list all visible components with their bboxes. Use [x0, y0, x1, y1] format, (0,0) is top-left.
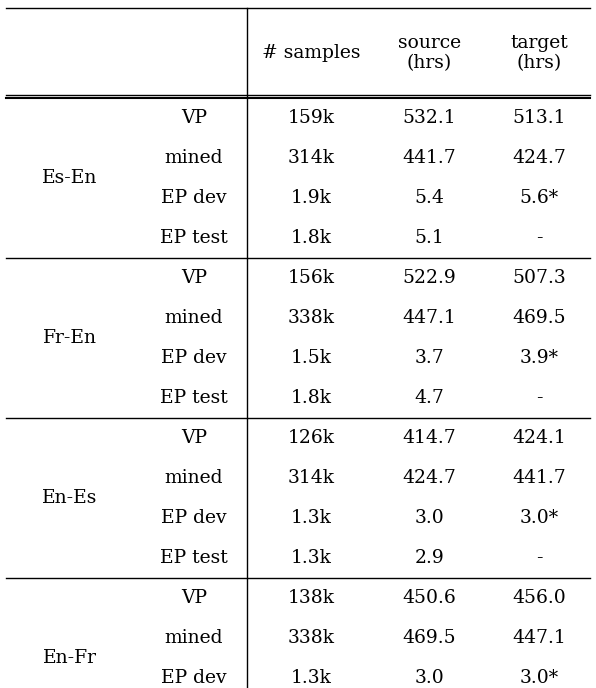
Text: 447.1: 447.1 [402, 309, 456, 327]
Text: EP dev: EP dev [161, 509, 226, 527]
Text: mined: mined [164, 469, 223, 487]
Text: mined: mined [164, 309, 223, 327]
Text: 469.5: 469.5 [402, 629, 456, 647]
Text: 338k: 338k [288, 309, 335, 327]
Text: 513.1: 513.1 [513, 109, 566, 127]
Text: 3.0: 3.0 [414, 669, 444, 687]
Text: 338k: 338k [288, 629, 335, 647]
Text: 1.8k: 1.8k [291, 389, 332, 407]
Text: EP test: EP test [160, 389, 228, 407]
Text: 3.0*: 3.0* [520, 669, 559, 687]
Text: VP: VP [181, 109, 207, 127]
Text: # samples: # samples [262, 44, 361, 62]
Text: 159k: 159k [288, 109, 335, 127]
Text: 424.1: 424.1 [513, 429, 566, 447]
Text: 441.7: 441.7 [513, 469, 566, 487]
Text: 1.9k: 1.9k [291, 189, 332, 207]
Text: EP dev: EP dev [161, 349, 226, 367]
Text: 414.7: 414.7 [402, 429, 456, 447]
Text: VP: VP [181, 269, 207, 287]
Text: 156k: 156k [288, 269, 335, 287]
Text: 5.4: 5.4 [414, 189, 444, 207]
Text: 469.5: 469.5 [513, 309, 566, 327]
Text: 507.3: 507.3 [513, 269, 566, 287]
Text: 447.1: 447.1 [513, 629, 566, 647]
Text: 1.3k: 1.3k [291, 509, 332, 527]
Text: EP test: EP test [160, 229, 228, 247]
Text: EP dev: EP dev [161, 189, 226, 207]
Text: 126k: 126k [288, 429, 335, 447]
Text: 424.7: 424.7 [513, 149, 566, 167]
Text: 4.7: 4.7 [414, 389, 444, 407]
Text: source
(hrs): source (hrs) [398, 34, 461, 72]
Text: Es-En: Es-En [42, 169, 98, 187]
Text: VP: VP [181, 589, 207, 607]
Text: 5.1: 5.1 [414, 229, 444, 247]
Text: EP dev: EP dev [161, 669, 226, 687]
Text: 1.5k: 1.5k [291, 349, 332, 367]
Text: 3.7: 3.7 [414, 349, 444, 367]
Text: 450.6: 450.6 [402, 589, 456, 607]
Text: En-Es: En-Es [42, 489, 98, 507]
Text: mined: mined [164, 629, 223, 647]
Text: 5.6*: 5.6* [520, 189, 559, 207]
Text: mined: mined [164, 149, 223, 167]
Text: 2.9: 2.9 [414, 549, 444, 567]
Text: 3.0: 3.0 [414, 509, 444, 527]
Text: 3.0*: 3.0* [520, 509, 559, 527]
Text: 441.7: 441.7 [402, 149, 456, 167]
Text: -: - [536, 229, 542, 247]
Text: EP test: EP test [160, 549, 228, 567]
Text: 1.3k: 1.3k [291, 669, 332, 687]
Text: 314k: 314k [288, 469, 335, 487]
Text: -: - [536, 549, 542, 567]
Text: En-Fr: En-Fr [43, 649, 97, 667]
Text: 1.3k: 1.3k [291, 549, 332, 567]
Text: -: - [536, 389, 542, 407]
Text: VP: VP [181, 429, 207, 447]
Text: 314k: 314k [288, 149, 335, 167]
Text: 456.0: 456.0 [513, 589, 566, 607]
Text: 3.9*: 3.9* [520, 349, 559, 367]
Text: 522.9: 522.9 [402, 269, 456, 287]
Text: 138k: 138k [288, 589, 335, 607]
Text: 424.7: 424.7 [402, 469, 456, 487]
Text: Fr-En: Fr-En [43, 329, 97, 347]
Text: target
(hrs): target (hrs) [511, 34, 568, 72]
Text: 1.8k: 1.8k [291, 229, 332, 247]
Text: 532.1: 532.1 [402, 109, 456, 127]
